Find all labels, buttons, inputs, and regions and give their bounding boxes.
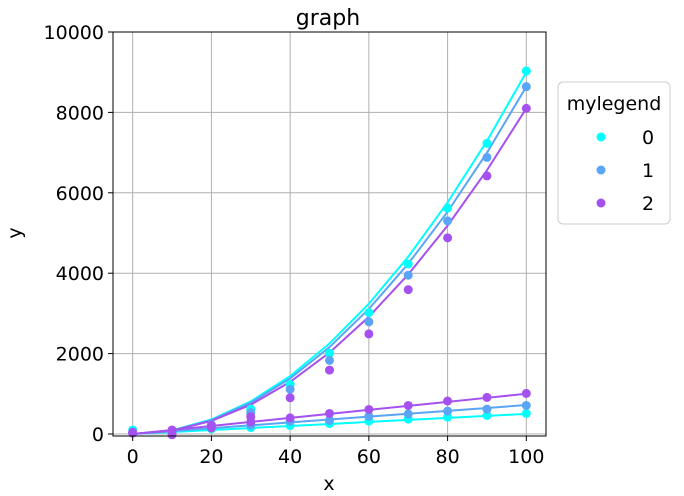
series-1-point xyxy=(521,400,531,410)
grid xyxy=(113,31,546,436)
series-2-fit-upper-line xyxy=(132,107,528,435)
series-2-point xyxy=(285,393,295,403)
y-axis-label: y xyxy=(4,227,26,238)
series-2-point xyxy=(443,396,453,406)
legend: mylegend 0 1 2 xyxy=(557,81,671,225)
series-2-point xyxy=(206,421,216,431)
y-tick-label: 10000 xyxy=(44,22,104,44)
series-2-point xyxy=(443,233,453,243)
series-2-point xyxy=(482,171,492,181)
legend-label-0: 0 xyxy=(642,127,654,149)
series-0-fit-upper-line xyxy=(132,71,528,435)
x-tick-label: 100 xyxy=(508,446,544,468)
series-1-point xyxy=(443,406,453,416)
series-2-point xyxy=(364,329,374,339)
series-2-point xyxy=(246,417,256,427)
series-1-point xyxy=(364,317,374,327)
series-2-point xyxy=(325,365,334,375)
y-tick-label: 4000 xyxy=(56,263,104,285)
legend-frame xyxy=(557,81,671,225)
series-0-point xyxy=(482,138,492,148)
x-tick-label: 0 xyxy=(127,446,139,468)
x-axis-label: x xyxy=(323,473,334,495)
legend-marker-1 xyxy=(596,165,606,175)
legend-marker-2 xyxy=(596,198,606,208)
series-1-point xyxy=(325,415,334,425)
series-0-point xyxy=(521,66,531,76)
series-2-point xyxy=(521,388,531,398)
series-1-point xyxy=(521,82,531,92)
series-1-point xyxy=(285,384,295,394)
series-1-fit-upper-line xyxy=(132,86,528,435)
legend-label-2: 2 xyxy=(642,193,654,215)
plot-area xyxy=(128,66,531,440)
series-2-point xyxy=(403,285,413,295)
series-2-point xyxy=(128,428,138,438)
series-0-point xyxy=(403,259,413,269)
y-tick-label: 2000 xyxy=(56,344,104,366)
series-1-point xyxy=(364,411,374,421)
legend-title: mylegend xyxy=(567,93,662,115)
chart-title: graph xyxy=(296,6,360,31)
series-0-point xyxy=(325,348,334,358)
series-2-point xyxy=(521,103,531,113)
x-tick-label: 60 xyxy=(357,446,381,468)
series-1-point xyxy=(482,404,492,414)
series-1-point xyxy=(482,152,492,162)
series-1-point xyxy=(325,355,334,365)
series-0-point xyxy=(364,308,374,318)
plot-frame xyxy=(112,31,547,437)
series-1-point xyxy=(443,216,453,226)
y-tick-label: 0 xyxy=(92,424,104,446)
series-0-point xyxy=(521,408,531,418)
series-2-point xyxy=(167,425,177,435)
y-tick-label: 8000 xyxy=(56,102,104,124)
series-2-point xyxy=(325,408,334,418)
series-2-point xyxy=(482,392,492,402)
series-2-point xyxy=(403,400,413,410)
series-2-point xyxy=(364,404,374,414)
series-0-point xyxy=(482,410,492,420)
series-2-point xyxy=(285,413,295,423)
y-tick-label: 6000 xyxy=(56,183,104,205)
x-tick-label: 80 xyxy=(435,446,459,468)
x-tick-label: 20 xyxy=(199,446,223,468)
series-1-point xyxy=(403,270,413,280)
x-axis: 0 20 40 60 80 100 xyxy=(127,436,544,468)
legend-marker-0 xyxy=(596,132,606,142)
y-axis: 0 2000 4000 6000 8000 10000 xyxy=(44,22,113,446)
series-0-point xyxy=(443,203,453,213)
legend-label-1: 1 xyxy=(642,160,654,182)
x-tick-label: 40 xyxy=(278,446,302,468)
series-1-point xyxy=(403,409,413,419)
